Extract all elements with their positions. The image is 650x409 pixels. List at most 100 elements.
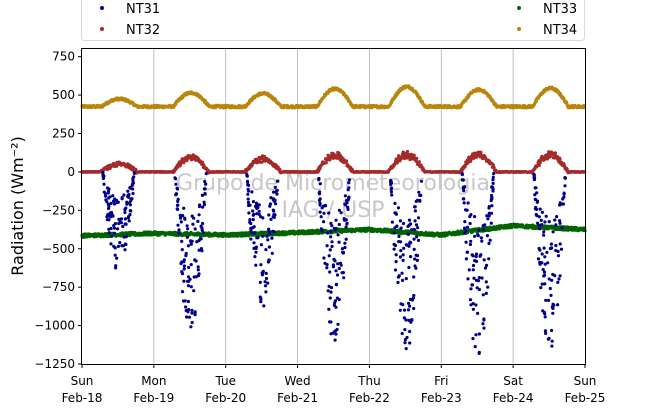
nt31-point: [197, 213, 201, 217]
x-tick-label-date: Feb-20: [205, 391, 246, 405]
nt31-point: [203, 192, 207, 196]
nt31-point: [347, 181, 351, 185]
nt31-point: [482, 317, 486, 321]
nt31-point: [275, 188, 279, 192]
nt31-point: [398, 308, 402, 312]
nt31-point: [180, 290, 185, 294]
nt31-point: [345, 201, 349, 205]
nt31-point: [336, 233, 340, 237]
nt31-point: [465, 225, 470, 229]
nt31-point: [542, 233, 546, 237]
nt32-point: [548, 154, 552, 158]
nt31-point: [317, 191, 321, 195]
nt31-point: [174, 192, 178, 196]
watermark: Grupo de Micrometeorologia IAG / USP: [176, 171, 490, 223]
nt31-point: [192, 289, 196, 293]
nt32-point: [345, 159, 349, 163]
nt31-point: [545, 250, 549, 254]
nt31-point: [551, 272, 555, 277]
nt31-point: [187, 265, 191, 270]
nt31-point: [544, 214, 548, 218]
nt31-point: [474, 252, 479, 256]
legend-label-nt32: NT32: [126, 23, 160, 38]
nt31-point: [186, 299, 190, 304]
nt31-point: [409, 241, 413, 245]
x-tick-label-day: Tue: [214, 374, 236, 388]
nt31-point: [402, 308, 407, 312]
nt31-point: [403, 338, 407, 342]
nt31-point: [177, 231, 181, 236]
nt31-point: [322, 256, 326, 260]
nt31-point: [259, 300, 263, 304]
y-tick-label: 500: [52, 88, 75, 102]
nt31-point: [323, 261, 327, 265]
nt31-point: [482, 258, 486, 262]
nt31-point: [477, 228, 481, 232]
y-axis-label: Radiation (Wm⁻²): [8, 136, 27, 275]
legend-label-nt33: NT33: [543, 2, 577, 17]
nt31-point: [335, 273, 340, 277]
x-tick-label-day: Sat: [503, 374, 523, 388]
nt31-point: [259, 243, 263, 247]
nt31-point: [194, 259, 198, 263]
nt31-point: [403, 328, 407, 332]
nt31-point: [541, 268, 545, 272]
nt32-point: [324, 161, 328, 165]
nt31-point: [193, 310, 197, 314]
nt31-point: [331, 265, 335, 269]
nt31-point: [487, 257, 491, 261]
watermark-line-1: Grupo de Micrometeorologia: [176, 171, 490, 196]
y-tick-label: −1250: [34, 357, 75, 371]
nt31-point: [556, 249, 560, 253]
nt31-point: [198, 203, 202, 207]
y-tick-label: 250: [52, 127, 75, 141]
nt34-point: [459, 104, 463, 109]
nt31-point: [389, 186, 394, 190]
nt31-point: [325, 244, 329, 248]
nt31-point: [333, 338, 337, 342]
nt31-point: [401, 278, 405, 282]
nt31-point: [192, 275, 196, 279]
nt31-point: [468, 298, 473, 302]
nt31-point: [328, 270, 332, 274]
nt31-point: [197, 248, 201, 252]
x-tick-label-day: Sun: [71, 374, 94, 388]
nt31-point: [414, 266, 418, 270]
nt31-point: [185, 315, 189, 319]
nt31-point: [329, 332, 333, 336]
nt31-point: [469, 213, 473, 217]
nt31-point: [187, 315, 192, 319]
nt31-point: [556, 280, 560, 284]
nt31-point: [248, 218, 252, 222]
nt31-point: [477, 276, 481, 280]
nt31-point: [105, 186, 110, 190]
nt31-point: [329, 235, 333, 239]
nt31-point: [199, 224, 203, 228]
nt31-point: [127, 193, 131, 197]
nt31-point: [273, 199, 277, 203]
nt31-point: [337, 266, 341, 271]
nt31-point: [343, 194, 347, 198]
nt31-point: [471, 263, 476, 268]
nt31-point: [123, 222, 127, 226]
nt31-point: [479, 253, 483, 257]
nt31-point: [122, 193, 126, 197]
nt31-point: [476, 311, 480, 315]
nt31-point: [484, 280, 488, 284]
nt31-point: [491, 189, 495, 193]
nt31-point: [105, 200, 109, 204]
nt31-point: [196, 274, 201, 278]
nt31-point: [265, 234, 269, 238]
nt31-point: [271, 229, 275, 233]
nt31-point: [413, 219, 417, 223]
x-tick-label-date: Feb-22: [349, 391, 390, 405]
y-tick-label: 750: [52, 50, 75, 64]
nt31-point: [318, 182, 322, 186]
x-axis: Sun Feb-18 Mon Feb-19 Tue Feb-20 Wed Feb-21 Thu F…: [62, 364, 605, 405]
nt31-point: [200, 249, 204, 253]
nt31-point: [334, 227, 338, 231]
nt31-point: [543, 315, 547, 319]
y-tick-label: 0: [67, 165, 75, 179]
nt31-point: [407, 218, 412, 222]
nt31-point: [116, 227, 120, 231]
